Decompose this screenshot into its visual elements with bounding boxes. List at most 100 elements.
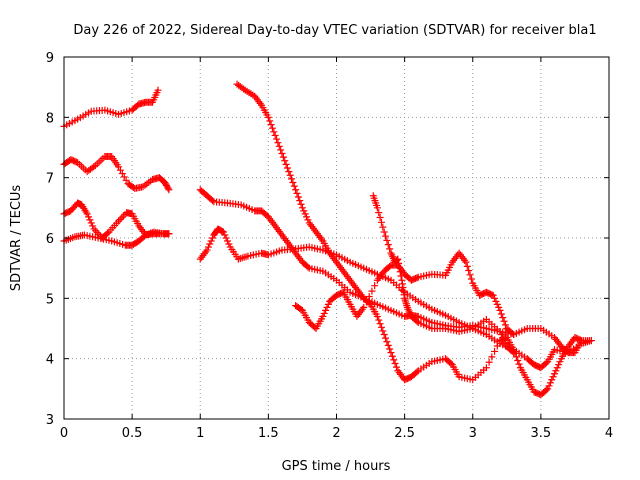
data-point-marker bbox=[488, 291, 496, 299]
data-point-marker bbox=[392, 363, 400, 371]
data-point-marker bbox=[485, 358, 493, 366]
data-point-marker bbox=[373, 312, 381, 320]
data-point-marker bbox=[371, 282, 379, 290]
data-point-marker bbox=[386, 345, 394, 353]
data-point-marker bbox=[218, 227, 226, 235]
data-point-marker bbox=[493, 300, 501, 308]
data-point-marker bbox=[154, 86, 162, 94]
data-point-marker bbox=[222, 234, 230, 242]
data-point-marker bbox=[463, 262, 471, 270]
data-point-marker bbox=[553, 364, 561, 372]
data-point-marker bbox=[288, 175, 296, 183]
data-point-marker bbox=[465, 267, 473, 275]
series-arc-4 bbox=[60, 230, 173, 249]
data-point-marker bbox=[515, 360, 523, 368]
y-tick-label: 8 bbox=[46, 111, 54, 126]
data-point-marker bbox=[496, 306, 504, 314]
data-point-marker bbox=[382, 334, 390, 342]
data-point-marker bbox=[510, 331, 518, 339]
data-point-marker bbox=[118, 214, 126, 222]
data-point-marker bbox=[119, 212, 127, 220]
data-point-marker bbox=[224, 237, 231, 245]
data-point-marker bbox=[379, 223, 387, 231]
data-point-marker bbox=[221, 231, 229, 239]
x-tick-label: 3 bbox=[469, 426, 477, 441]
data-point-marker bbox=[293, 189, 301, 197]
data-point-marker bbox=[270, 128, 278, 136]
data-point-marker bbox=[467, 275, 475, 283]
data-point-marker bbox=[304, 263, 312, 271]
data-point-marker bbox=[320, 309, 328, 317]
axis-ticks: 0 0.5 1 1.5 2 2.5 3 3.5 4 3 4 5 6 7 8 9 bbox=[46, 51, 613, 441]
y-axis-label: SDTVAR / TECUs bbox=[9, 185, 24, 292]
data-point-marker bbox=[225, 240, 233, 248]
data-point-marker bbox=[383, 236, 391, 244]
data-point-marker bbox=[576, 336, 584, 344]
data-point-marker bbox=[587, 337, 595, 345]
data-point-marker bbox=[206, 240, 214, 248]
y-tick-label: 9 bbox=[46, 51, 54, 66]
data-point-marker bbox=[388, 352, 396, 360]
data-point-marker bbox=[323, 303, 331, 311]
data-point-marker bbox=[551, 370, 558, 378]
data-point-marker bbox=[578, 337, 586, 345]
data-point-marker bbox=[391, 359, 399, 367]
data-point-marker bbox=[488, 353, 496, 361]
data-point-marker bbox=[373, 204, 381, 212]
data-point-marker bbox=[395, 259, 403, 267]
x-tick-label: 1 bbox=[196, 426, 204, 441]
data-point-marker bbox=[386, 245, 394, 253]
data-point-marker bbox=[368, 287, 376, 295]
data-point-marker bbox=[512, 353, 520, 361]
data-point-marker bbox=[83, 210, 91, 218]
data-point-marker bbox=[90, 163, 98, 171]
data-point-marker bbox=[462, 258, 470, 266]
data-point-marker bbox=[413, 274, 421, 282]
data-point-marker bbox=[285, 168, 293, 176]
data-point-marker bbox=[297, 200, 305, 208]
x-tick-label: 1.5 bbox=[258, 426, 279, 441]
data-point-marker bbox=[89, 222, 97, 230]
data-point-marker bbox=[548, 376, 556, 384]
data-point-marker bbox=[380, 331, 388, 339]
data-point-marker bbox=[203, 246, 211, 254]
data-point-marker bbox=[164, 184, 172, 192]
data-point-marker bbox=[552, 367, 560, 375]
x-axis-label: GPS time / hours bbox=[282, 459, 391, 474]
data-point-marker bbox=[290, 182, 298, 190]
data-point-marker bbox=[489, 291, 497, 299]
data-point-marker bbox=[278, 150, 286, 158]
data-point-marker bbox=[116, 215, 124, 223]
data-point-marker bbox=[266, 117, 274, 125]
series-arc-9 bbox=[369, 192, 518, 357]
y-tick-label: 3 bbox=[46, 413, 54, 428]
data-point-marker bbox=[104, 229, 112, 237]
chart-title: Day 226 of 2022, Sidereal Day-to-day VTE… bbox=[73, 23, 596, 38]
data-point-marker bbox=[492, 297, 500, 305]
x-tick-label: 2.5 bbox=[394, 426, 415, 441]
data-point-marker bbox=[115, 217, 122, 225]
data-point-marker bbox=[87, 219, 95, 227]
data-point-marker bbox=[298, 204, 306, 212]
x-tick-label: 0.5 bbox=[122, 426, 143, 441]
data-point-marker bbox=[322, 306, 330, 314]
data-point-marker bbox=[300, 207, 308, 215]
data-point-marker bbox=[482, 364, 490, 372]
data-point-marker bbox=[380, 228, 388, 236]
data-point-marker bbox=[387, 349, 395, 357]
data-point-marker bbox=[496, 328, 504, 336]
y-tick-label: 5 bbox=[46, 292, 54, 307]
data-point-marker bbox=[508, 329, 516, 337]
data-point-marker bbox=[375, 316, 383, 324]
data-point-marker bbox=[268, 124, 276, 132]
series-arc-2 bbox=[60, 153, 173, 194]
y-tick-label: 7 bbox=[46, 172, 54, 187]
data-point-marker bbox=[375, 209, 383, 217]
data-point-marker bbox=[497, 331, 505, 339]
data-point-marker bbox=[204, 243, 212, 251]
data-point-marker bbox=[377, 218, 385, 226]
data-point-marker bbox=[390, 356, 398, 364]
data-point-marker bbox=[376, 213, 384, 221]
data-point-marker bbox=[271, 131, 279, 139]
